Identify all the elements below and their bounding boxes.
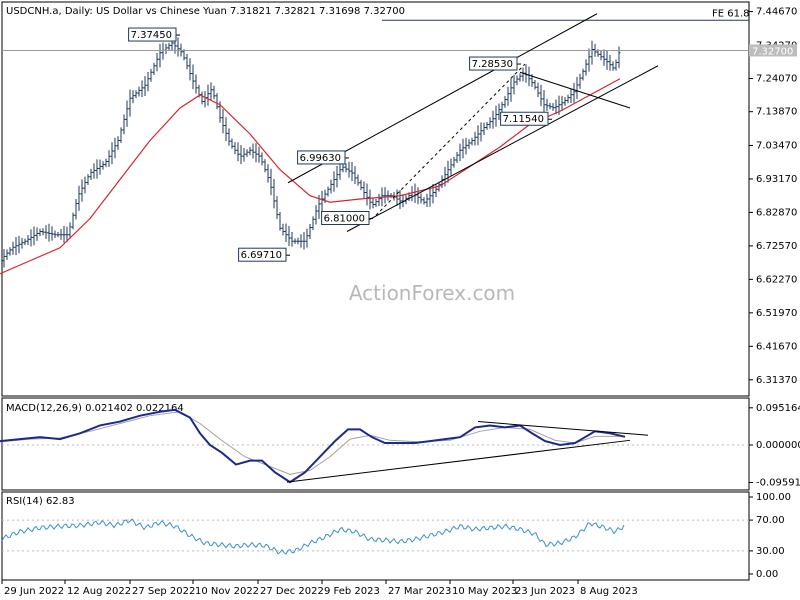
symbol-header: USDCNH.a, Daily: US Dollar vs Chinese Yu… <box>6 6 405 17</box>
annotation-box <box>238 247 287 262</box>
macd-panel-frame <box>1 397 750 491</box>
x-tick-label: 27 Dec 2022 <box>260 586 324 597</box>
annotation-box <box>469 56 518 71</box>
macd-title: MACD(12,26,9) 0.021402 0.022164 <box>6 403 184 414</box>
price-tick-label: 7.44670 <box>756 7 797 18</box>
channel-line <box>375 63 526 216</box>
annotation-box <box>297 150 346 165</box>
annotation-box <box>128 27 177 42</box>
price-tick-label: 6.72570 <box>756 241 797 252</box>
x-tick-label: 12 Aug 2022 <box>67 586 131 597</box>
channel-line <box>519 71 631 109</box>
watermark: ActionForex.com <box>349 281 515 305</box>
fe-618-label: FE 61.8 <box>712 8 750 19</box>
macd-tick-label: 0.095164 <box>756 403 800 414</box>
macd-tick-label: -0.095910 <box>756 477 800 488</box>
price-panel-frame <box>1 1 750 397</box>
last-price-label: 7.32700 <box>752 46 793 57</box>
macd-main-line <box>0 408 626 484</box>
price-tick-label: 7.24070 <box>756 74 797 85</box>
channel-line <box>346 65 659 232</box>
rsi-tick-label: 30.00 <box>756 546 785 557</box>
rsi-tick-label: 100.00 <box>756 492 791 503</box>
macd-trendline <box>477 421 649 436</box>
annotation-box <box>321 211 370 225</box>
annotation-box <box>500 111 549 126</box>
channel-lines: FE 61.8 7.32700 <box>2 8 797 232</box>
moving-average-line <box>0 78 621 275</box>
x-tick-label: 8 Aug 2023 <box>580 586 638 597</box>
x-tick-label: 23 Jun 2023 <box>515 586 575 597</box>
rsi-y-axis: 100.00 70.00 30.00 0.00 <box>2 492 791 580</box>
macd-lines <box>0 408 649 484</box>
price-y-axis: 7.446707.342707.240707.138707.034706.931… <box>749 7 797 386</box>
x-axis: 29 Jun 2022 12 Aug 2022 27 Sep 2022 10 Nov … <box>1 580 638 597</box>
annotation-label: 6.99630 <box>300 153 341 164</box>
rsi-title: RSI(14) 62.83 <box>6 496 75 507</box>
rsi-line <box>1 518 625 555</box>
price-tick-label: 6.51970 <box>756 308 797 319</box>
rsi-panel-frame <box>1 491 750 581</box>
annotation-label: 7.37450 <box>131 30 172 41</box>
price-tick-label: 6.31370 <box>756 375 797 386</box>
price-tick-label: 6.82870 <box>756 207 797 218</box>
annotation-label: 7.11540 <box>503 114 544 125</box>
x-tick-label: 27 Sep 2022 <box>132 586 195 597</box>
moving-average <box>0 78 621 275</box>
macd-y-axis: 0.095164 0.000000 -0.095910 <box>2 403 800 488</box>
annotation-label: 6.81000 <box>324 214 365 225</box>
rsi-tick-label: 0.00 <box>756 569 778 580</box>
x-tick-label: 10 Nov 2022 <box>195 586 259 597</box>
price-tick-label: 6.62270 <box>756 274 797 285</box>
rsi-tick-label: 70.00 <box>756 515 785 526</box>
macd-tick-label: 0.000000 <box>756 440 800 451</box>
annotation-label: 6.69710 <box>241 250 282 261</box>
price-tick-label: 7.03470 <box>756 140 797 151</box>
x-tick-label: 29 Jun 2022 <box>4 586 64 597</box>
price-annotations: 7.37450 6.69710 6.99630 6.81000 7.28530 7.115… <box>128 27 552 262</box>
rsi-line <box>1 518 625 555</box>
price-tick-label: 7.13870 <box>756 107 797 118</box>
annotation-label: 7.28530 <box>472 59 513 70</box>
x-tick-label: 9 Feb 2023 <box>324 586 380 597</box>
price-bars <box>2 34 621 268</box>
x-tick-label: 27 Mar 2023 <box>388 586 451 597</box>
last-price-box <box>749 44 797 57</box>
price-tick-label: 6.93170 <box>756 174 797 185</box>
price-tick-label: 6.41670 <box>756 341 797 352</box>
macd-trendline <box>286 439 631 483</box>
x-tick-label: 10 May 2023 <box>452 586 517 597</box>
